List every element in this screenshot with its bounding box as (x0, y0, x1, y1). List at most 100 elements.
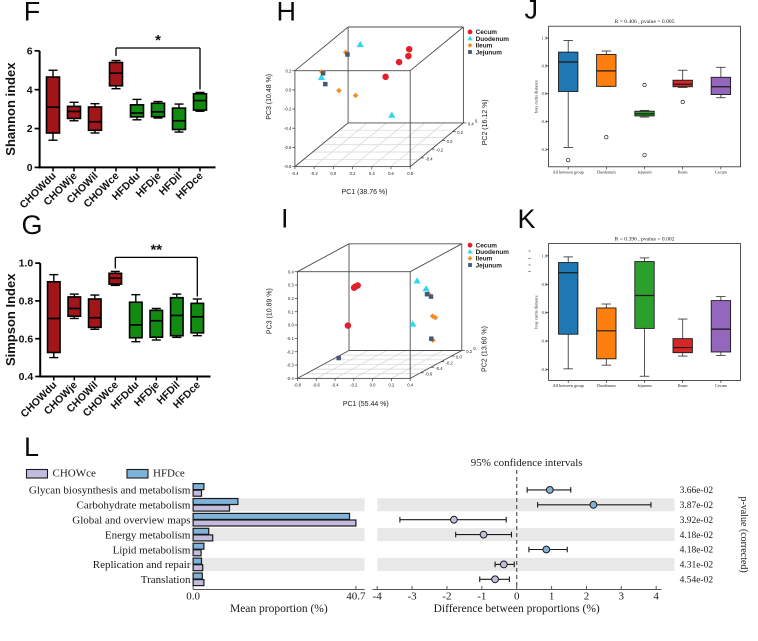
legend-marker-Duodenum (467, 35, 473, 41)
point-Jejunum (424, 291, 430, 297)
box-CHOWje (67, 296, 82, 318)
x-tick-label: Cecum (715, 169, 728, 174)
panel-letter-G: G (22, 210, 43, 240)
panel-L-stamp-plot: CHOWce HFDce Glycan biosynthesis and metab… (25, 457, 749, 615)
left-x-axis-title: Mean proportion (%) (230, 603, 328, 615)
box-Ileum (672, 338, 693, 354)
box-edge (294, 26, 349, 72)
panel-J-anosim-boxplot: R = 0.406 , pvalue = 0.005 0.2 0.4 0.6 0.8 1.… (534, 19, 741, 174)
box-CHOWdu (45, 76, 61, 134)
right-x-tick-label: -3 (408, 591, 418, 603)
legend-marker-Jejunum (468, 50, 472, 54)
box-HFDce (192, 92, 208, 111)
panel-letter-I: I (281, 204, 289, 234)
box-edge (294, 122, 349, 167)
box-All between group (558, 262, 579, 335)
z-tick-label: 0.2 (288, 296, 294, 301)
x-tick-label: Jejunum (637, 383, 652, 388)
z-tick-label: -0.6 (284, 145, 292, 150)
plot-frame (548, 25, 741, 168)
point-Cecum (382, 73, 389, 81)
point-Duodenum (409, 320, 417, 327)
z-tick-label: 0.0 (288, 323, 294, 328)
row-stripe (377, 498, 675, 512)
p-value-label: 4.54e-02 (680, 576, 714, 586)
right-x-tick-label: 3 (619, 591, 625, 603)
p-value-label: 4.18e-02 (680, 531, 714, 541)
x-tick-label: Ileum (678, 169, 689, 174)
plot-title: R = 0.396 , pvalue = 0.002 (615, 236, 675, 242)
feature-label: Glycan biosynthesis and metabolism (29, 485, 191, 497)
x-tick-label: -0.2 (311, 171, 319, 176)
point-Duodenum (388, 111, 396, 118)
legend-label-Cecum: Cecum (476, 29, 498, 36)
legend-marker-Cecum (467, 29, 473, 35)
feature-label: Translation (141, 574, 191, 586)
y-tick-label: 0.8 (542, 63, 547, 68)
right-x-tick-label: -1 (477, 591, 486, 603)
p-value-label: 3.66e-02 (680, 486, 714, 496)
x-tick-label: 0.2 (350, 171, 356, 176)
x-tick-label: -0.2 (350, 383, 358, 388)
x-tick-label: Duodenum (597, 383, 616, 388)
left-x-tick-label: 0.0 (186, 591, 200, 603)
y-tick-label: -0.4 (435, 366, 443, 371)
right-x-tick-label: 2 (584, 591, 590, 603)
y-tick-label: 4 (27, 84, 33, 96)
panel-letter-L: L (24, 432, 39, 462)
point-Cecum (395, 58, 403, 66)
y-tick-label: -0.2 (446, 360, 454, 365)
legend-marker-Ileum (467, 42, 473, 48)
row-stripe (377, 557, 675, 571)
point-Cecum (344, 322, 352, 329)
y-tick-label: 0.6 (19, 333, 34, 345)
bar-HFDce (192, 527, 210, 535)
z-tick-label: -0.1 (287, 336, 295, 341)
sig-stars: ** (150, 241, 162, 258)
panel-letter-F: F (24, 0, 41, 27)
x-tick-label: 0.2 (388, 383, 394, 388)
box-CHOWil (87, 298, 102, 329)
x-tick-label: Ileum (678, 383, 689, 388)
y-tick-label: -0.4 (425, 156, 433, 161)
box-CHOWil (87, 106, 103, 132)
panel-H-pca-3d-scatter: -0.4 -0.2 0.0 0.2 0.4 0.6 0.80.20.0-0.2-0.4-0.… (266, 26, 510, 196)
box-edge (297, 243, 350, 273)
x-tick-label: 0.4 (369, 171, 375, 176)
right-x-axis-title: Difference between proportions (%) (434, 603, 600, 615)
z-tick-label: 0.0 (285, 87, 291, 92)
box-Cecum (710, 76, 732, 95)
box-Ileum (672, 79, 693, 88)
z-tick-label: 0.1 (288, 309, 294, 314)
diff-dot (542, 545, 551, 554)
y-axis-title: bray curtis distance (534, 295, 539, 329)
legend-label-Duodenum: Duodenum (476, 36, 510, 43)
outlier (604, 135, 609, 140)
z-tick-label: 0.2 (285, 68, 291, 73)
box-All between group (558, 51, 579, 92)
z-tick-label: -0.4 (287, 376, 295, 381)
box-CHOWje (66, 105, 82, 120)
y-tick-label: 0.2 (457, 130, 463, 135)
row-stripe (377, 528, 675, 542)
y-axis-title: Shannon index (3, 62, 18, 156)
bar-CHOWce (192, 504, 231, 512)
diff-dot (589, 500, 598, 509)
y-tick-label: 0.0 (456, 355, 462, 360)
y-tick-label: 0 (27, 162, 33, 174)
x-axis-title: PC1 (55.44 %) (343, 401, 389, 408)
y-axis-title: Simpson Index (3, 273, 18, 366)
x-tick-label: All between group (553, 169, 584, 174)
right-x-tick-label: -2 (442, 591, 451, 603)
box-HFDje (149, 309, 164, 338)
x-tick-label: 0.0 (330, 171, 336, 176)
p-value-label: 4.31e-02 (680, 561, 714, 571)
x-tick-label: 0.8 (407, 171, 413, 176)
point-Jejunum (323, 81, 328, 87)
right-x-tick-label: 0 (514, 591, 520, 603)
point-Cecum (405, 45, 413, 53)
outlier (642, 153, 647, 158)
y-tick-label: 6 (27, 45, 33, 57)
